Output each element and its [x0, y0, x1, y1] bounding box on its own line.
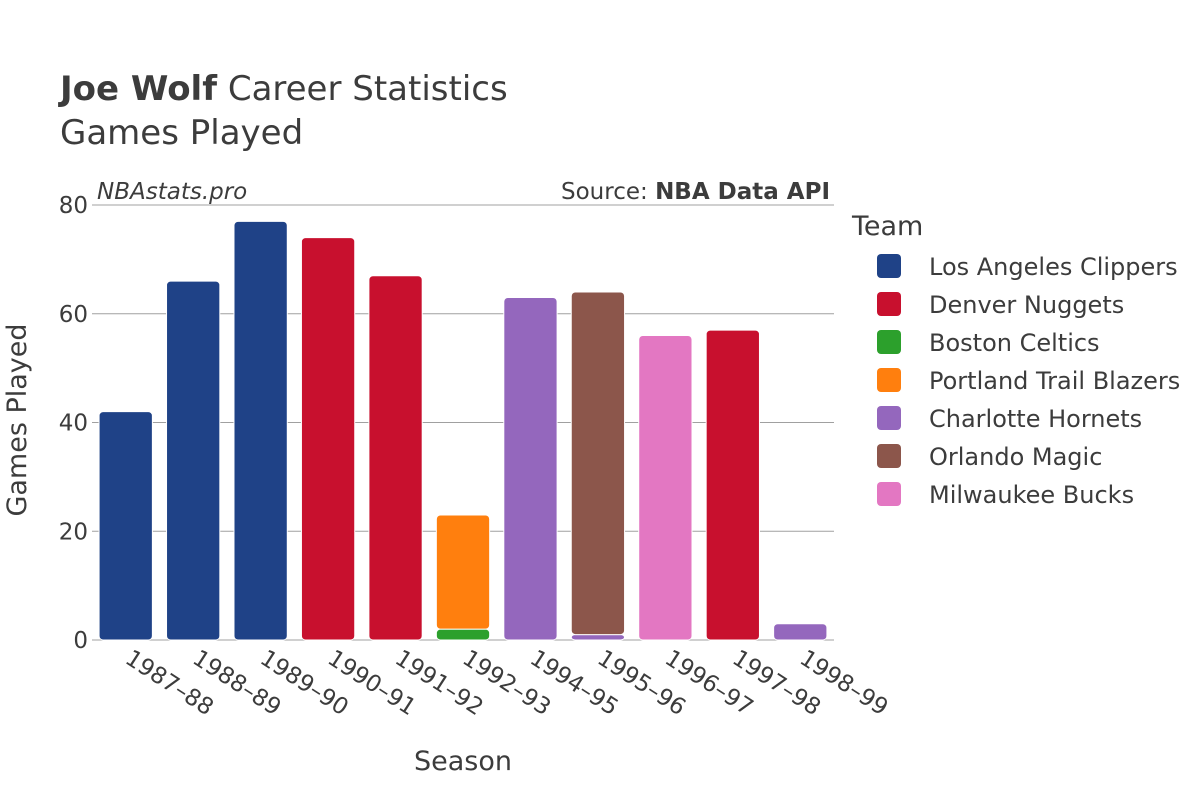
bar-segment	[300, 237, 356, 641]
source-name: NBA Data API	[655, 179, 830, 205]
bar-segment	[773, 623, 828, 641]
legend-swatch	[877, 330, 901, 354]
y-tick-label: 20	[59, 519, 88, 545]
bar-segment	[435, 628, 491, 641]
legend-item-label: Portland Trail Blazers	[929, 367, 1180, 395]
y-tick-label: 40	[59, 411, 88, 437]
legend-swatch	[877, 482, 901, 506]
legend-title: Team	[851, 211, 923, 242]
legend-swatch	[877, 254, 901, 278]
bar-segment	[166, 280, 221, 641]
source-prefix: Source:	[561, 179, 655, 205]
legend-item-label: Milwaukee Bucks	[929, 481, 1134, 509]
legend-item-label: Los Angeles Clippers	[929, 253, 1178, 281]
legend-item-label: Boston Celtics	[929, 329, 1100, 357]
legend-swatch	[877, 444, 901, 468]
chart-title-player: Joe Wolf	[58, 69, 218, 109]
chart-title: Joe Wolf Career Statistics	[58, 69, 508, 109]
bar-segment	[638, 335, 693, 641]
chart-title-rest: Career Statistics	[217, 69, 508, 109]
bar-segment	[570, 291, 626, 636]
gridlines: 0 20 40 60 80	[59, 193, 834, 654]
y-tick-label: 80	[59, 193, 88, 219]
bar-segment	[98, 411, 153, 641]
y-axis-label: Games Played	[2, 323, 33, 516]
legend-swatch	[877, 368, 901, 392]
x-axis-label: Season	[414, 746, 512, 777]
bar-segment	[435, 514, 491, 630]
legend-item-label: Orlando Magic	[929, 443, 1102, 471]
legend-swatch	[877, 406, 901, 430]
chart-subtitle: Games Played	[60, 113, 303, 153]
bar-segment	[503, 296, 558, 641]
source-note: Source: NBA Data API	[561, 179, 830, 205]
bar-segment	[368, 275, 423, 641]
legend: Los Angeles Clippers Denver Nuggets Boston…	[877, 253, 1180, 509]
bars	[98, 220, 828, 641]
watermark: NBAstats.pro	[97, 179, 247, 205]
bar-segment	[233, 220, 288, 641]
x-tick-labels: 1987–881988–891989–901990–911991–921992–…	[120, 645, 892, 721]
bar-segment	[570, 634, 626, 641]
legend-swatch	[877, 292, 901, 316]
y-tick-label: 60	[59, 302, 88, 328]
legend-item-label: Charlotte Hornets	[929, 405, 1142, 433]
y-tick-label: 0	[73, 628, 88, 654]
legend-item-label: Denver Nuggets	[929, 291, 1124, 319]
bar-segment	[705, 329, 760, 641]
